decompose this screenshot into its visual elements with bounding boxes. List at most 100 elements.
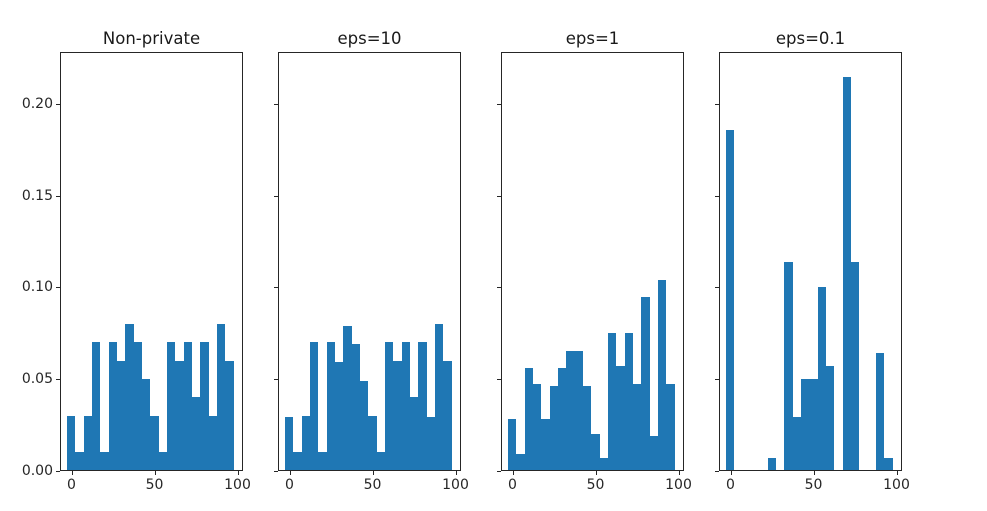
x-tick-mark bbox=[154, 471, 156, 475]
histogram-bar bbox=[507, 419, 517, 471]
x-tick-label: 50 bbox=[804, 477, 823, 493]
x-tick-mark bbox=[730, 471, 732, 475]
x-tick-label: 50 bbox=[586, 477, 605, 493]
histogram-bar bbox=[557, 367, 567, 471]
histogram-bar bbox=[616, 366, 625, 471]
y-tick-mark bbox=[56, 104, 60, 106]
y-tick-label: 0.05 bbox=[21, 370, 53, 387]
y-tick-mark bbox=[56, 378, 60, 380]
histogram-bar bbox=[75, 452, 84, 471]
histogram-bar bbox=[166, 342, 176, 471]
histogram-bar bbox=[524, 367, 533, 471]
histogram-bar bbox=[817, 287, 826, 471]
histogram-bar bbox=[326, 342, 335, 471]
x-tick-label: 0 bbox=[508, 477, 517, 493]
x-tick-mark bbox=[372, 471, 374, 475]
histogram-bar bbox=[666, 384, 675, 471]
y-tick-mark bbox=[56, 195, 60, 197]
histogram-bar bbox=[284, 417, 294, 471]
histogram-bar bbox=[632, 384, 642, 471]
x-tick-mark bbox=[813, 471, 815, 475]
x-tick-label: 50 bbox=[363, 477, 382, 493]
histogram-bar bbox=[225, 360, 234, 471]
x-tick-mark bbox=[595, 471, 597, 475]
histogram-bar bbox=[368, 415, 377, 471]
x-tick-label: 100 bbox=[224, 477, 251, 493]
y-tick-mark bbox=[274, 378, 278, 380]
histogram-bar bbox=[443, 360, 452, 471]
y-tick-mark bbox=[497, 378, 501, 380]
histogram-bar bbox=[200, 342, 209, 471]
x-tick-mark bbox=[289, 471, 291, 475]
histogram-bar bbox=[301, 415, 310, 471]
x-tick-label: 100 bbox=[665, 477, 692, 493]
histogram-bar bbox=[800, 378, 810, 471]
y-tick-mark bbox=[715, 378, 719, 380]
x-tick-mark bbox=[512, 471, 514, 475]
histogram-bar bbox=[133, 342, 142, 471]
y-tick-mark bbox=[274, 104, 278, 106]
histogram-bar bbox=[401, 342, 410, 471]
axes-box-eps-0-1 bbox=[719, 52, 902, 471]
histogram-bar bbox=[100, 452, 109, 471]
histogram-bar bbox=[792, 417, 801, 471]
histogram-bar bbox=[216, 324, 226, 471]
histogram-bar bbox=[884, 457, 893, 471]
histogram-bar bbox=[351, 344, 360, 471]
histogram-bar bbox=[384, 342, 394, 471]
y-tick-mark bbox=[497, 287, 501, 289]
histogram-bar bbox=[191, 397, 201, 471]
y-tick-mark bbox=[715, 195, 719, 197]
histogram-bar bbox=[125, 324, 134, 471]
subplot-title-non-private: Non-private bbox=[102, 29, 201, 48]
axes-box-eps-10 bbox=[278, 52, 461, 471]
histogram-bar bbox=[91, 342, 101, 471]
histogram-bar bbox=[175, 360, 184, 471]
x-tick-mark bbox=[896, 471, 898, 475]
x-tick-label: 0 bbox=[67, 477, 76, 493]
histogram-bar bbox=[426, 417, 435, 471]
histogram-bar bbox=[566, 351, 575, 471]
y-tick-mark bbox=[56, 470, 60, 472]
histogram-bar bbox=[83, 415, 92, 471]
histogram-bar bbox=[434, 324, 444, 471]
x-tick-label: 100 bbox=[883, 477, 910, 493]
histogram-bar bbox=[409, 397, 419, 471]
histogram-bar bbox=[343, 325, 352, 471]
histogram-bar bbox=[183, 342, 192, 471]
y-tick-mark bbox=[497, 195, 501, 197]
histogram-bar bbox=[809, 378, 818, 471]
histogram-bar bbox=[842, 76, 851, 471]
y-tick-label: 0.10 bbox=[21, 279, 53, 296]
x-tick-mark bbox=[71, 471, 73, 475]
histogram-bar bbox=[574, 351, 583, 471]
histogram-bar bbox=[393, 360, 402, 471]
y-tick-mark bbox=[715, 104, 719, 106]
histogram-bar bbox=[376, 452, 385, 471]
histogram-bar bbox=[850, 261, 860, 471]
y-tick-mark bbox=[56, 287, 60, 289]
x-tick-label: 0 bbox=[285, 477, 294, 493]
histogram-bar bbox=[158, 452, 167, 471]
histogram-bar bbox=[591, 433, 600, 471]
histogram-bar bbox=[607, 333, 617, 471]
y-tick-mark bbox=[274, 195, 278, 197]
y-tick-mark bbox=[274, 287, 278, 289]
y-tick-mark bbox=[497, 104, 501, 106]
histogram-bar bbox=[541, 419, 550, 471]
y-tick-mark bbox=[497, 470, 501, 472]
histogram-bar bbox=[293, 452, 302, 471]
x-tick-label: 50 bbox=[145, 477, 164, 493]
histogram-bar bbox=[641, 296, 650, 471]
histogram-bar bbox=[649, 435, 658, 471]
histogram-bar bbox=[532, 384, 542, 471]
histogram-bar bbox=[784, 261, 793, 471]
x-tick-mark bbox=[237, 471, 239, 475]
histogram-bar bbox=[825, 366, 835, 471]
x-tick-label: 0 bbox=[726, 477, 735, 493]
histogram-bar bbox=[359, 380, 369, 471]
y-tick-mark bbox=[715, 470, 719, 472]
histogram-bar bbox=[208, 415, 217, 471]
histogram-bar bbox=[334, 362, 344, 471]
